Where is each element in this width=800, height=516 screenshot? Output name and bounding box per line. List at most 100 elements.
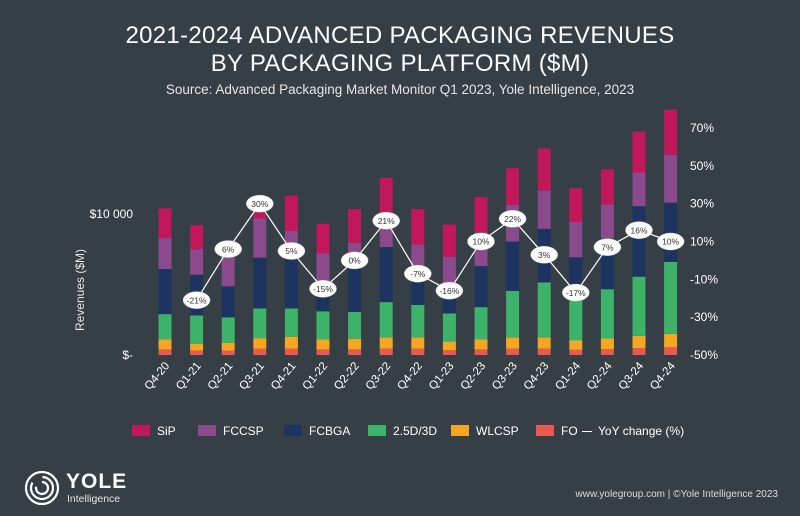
bar-d25 [569,296,583,341]
bar-fo [379,348,393,355]
bar-wlcsp [284,336,298,349]
bar-d25 [442,313,456,342]
bar-wlcsp [316,339,330,350]
yoy-marker [530,245,558,264]
bar-wlcsp [569,340,583,350]
bar-fcbga [474,266,488,308]
yoy-data-label: 6% [222,244,235,254]
bar-d25 [474,307,488,340]
bar-d25 [158,314,172,340]
bar-sip [442,224,456,257]
yoy-data-label: 10% [662,237,679,247]
yoy-data-label: 21% [378,216,395,226]
x-tick-label: Q4-22 [395,360,425,392]
bar-wlcsp [411,337,425,349]
yoy-data-label: -16% [439,286,459,296]
bar-sip [158,208,172,238]
logo-name: YOLE [66,470,128,493]
bar-d25 [600,289,614,339]
legend-label-fccsp: FCCSP [223,424,264,438]
yoy-marker [309,280,337,298]
yoy-data-label: 5% [285,246,298,256]
bar-fcbga [506,241,520,291]
bar-fo [600,349,614,355]
bar-fo [632,347,646,355]
footer-copyright: www.yolegroup.com | ©Yole Intelligence 2… [575,489,779,500]
bar-d25 [411,304,425,338]
yoy-data-label: 3% [538,250,551,260]
bar-sip [664,109,678,155]
yoy-marker [625,221,653,239]
legend-line-yoy [582,431,592,432]
legend-swatch-sip [132,425,150,436]
bar-wlcsp [632,336,646,348]
legend-label-fo: FO [561,424,578,438]
bar-wlcsp [474,339,488,350]
bar-fo [411,348,425,355]
bar-d25 [506,290,520,338]
bar-d25 [284,308,298,337]
yoy-data-label: 16% [630,225,647,235]
x-tick-label: Q1-23 [427,360,457,392]
legend-label-yoy: YoY change (%) [598,424,685,438]
bar-fo [474,349,488,355]
legend-item-fo: FO [536,421,578,441]
bar-d25 [664,261,678,334]
yoy-marker [246,194,274,213]
x-tick-label: Q4-24 [648,360,678,393]
bar-sip [284,195,298,231]
bar-sip [506,168,520,205]
yoy-marker [593,238,622,256]
yoy-data-label: -17% [566,288,586,298]
bar-fccsp [158,238,172,269]
y-tick-label: $10 000 [90,207,134,221]
yoy-line [196,202,671,301]
yoy-marker [404,264,432,283]
legend-item-sip: SiP [132,421,176,441]
yoy-marker [435,281,464,300]
x-tick-label: Q2-22 [332,360,362,392]
yole-logo-icon [24,470,60,506]
bar-fccsp [221,253,235,287]
bar-fccsp [600,204,614,239]
yoy-marker [498,210,527,228]
yoy-marker [277,242,306,260]
bar-fo [569,349,583,355]
yoy-data-label: 0% [348,256,361,266]
bar-d25 [253,308,267,339]
bar-fccsp [632,172,646,207]
bar-sip [537,148,551,191]
bar-wlcsp [664,333,678,348]
bar-wlcsp [379,337,393,349]
bar-wlcsp [537,337,551,349]
yoy-data-label: 7% [601,242,614,252]
bar-d25 [221,317,235,343]
chart-title-line1: 2021-2024 ADVANCED PACKAGING REVENUES [125,22,675,49]
bar-fo [284,348,298,355]
bar-wlcsp [348,338,362,350]
bar-fcbga [253,257,267,309]
bar-fccsp [253,218,267,258]
x-tick-label: Q4-20 [143,360,173,392]
bar-fcbga [348,264,362,312]
yoy-data-label: 22% [504,214,521,224]
bar-sip [316,223,330,254]
bar-sip [600,169,614,205]
y-tick-label: $- [122,348,133,362]
yoy-data-label: -21% [187,295,207,305]
y2-tick-label: -30% [690,310,718,324]
x-tick-label: Q4-23 [522,360,552,392]
bar-fcbga [221,286,235,318]
chart-title-line2: BY PACKAGING PLATFORM ($M) [210,50,590,77]
bar-wlcsp [442,341,456,351]
x-tick-label: Q2-23 [459,360,489,392]
legend-label-2-5d-3d: 2.5D/3D [393,424,438,438]
chart-legend: SiP FCCSP FCBGA 2.5D/3D WLCSP FO YoY cha… [132,421,712,441]
x-tick-label: Q1-21 [174,360,204,392]
yoy-marker [182,291,211,309]
yoy-marker [562,283,590,302]
bar-fccsp [537,190,551,229]
yoy-marker [372,211,400,230]
bar-sip [348,209,362,243]
bar-fcbga [632,206,646,277]
